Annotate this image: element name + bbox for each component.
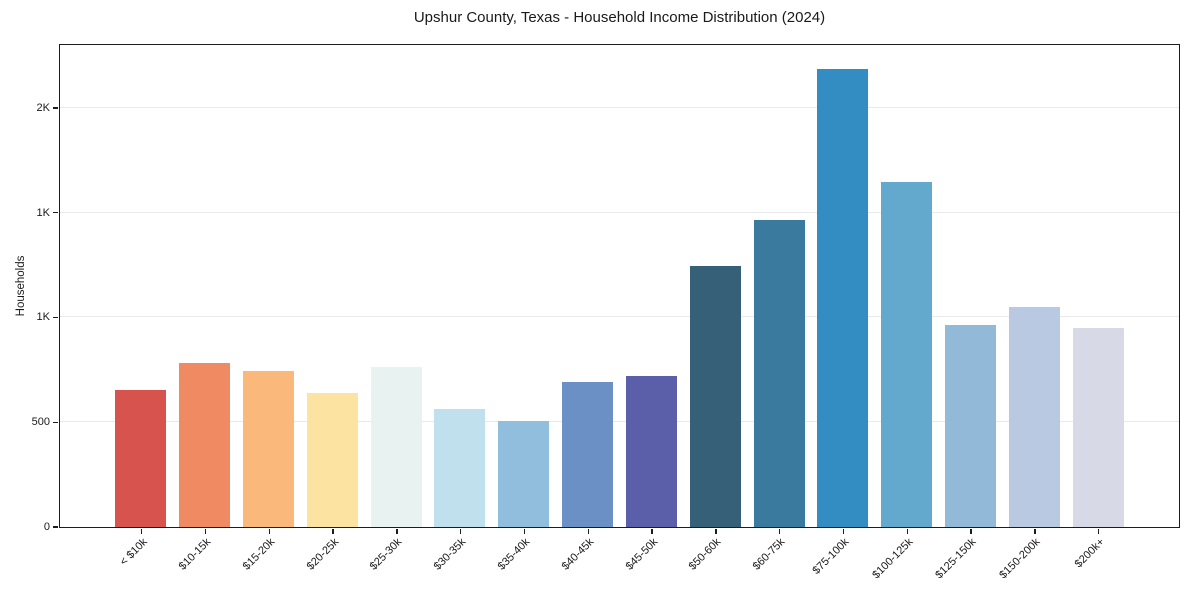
x-tick-mark bbox=[396, 529, 398, 534]
bar-$20-25k bbox=[306, 392, 358, 527]
y-axis-label: Households bbox=[15, 255, 27, 317]
y-tick-label: 500 bbox=[31, 416, 50, 429]
x-tick-mark bbox=[204, 529, 207, 534]
x-tick-label: $20-25k bbox=[304, 536, 341, 573]
x-tick-label: $200k+ bbox=[1072, 536, 1107, 571]
x-tick-label: $100-125k bbox=[869, 536, 916, 582]
x-tick-label: $125-150k bbox=[933, 536, 979, 582]
x-tick-mark bbox=[779, 529, 781, 534]
bar-$30-35k bbox=[434, 408, 486, 527]
x-tick-label: $15-20k bbox=[240, 536, 278, 573]
x-tick-mark bbox=[651, 529, 653, 534]
x-tick-mark bbox=[906, 529, 909, 534]
bar-slot: $125-150k bbox=[934, 45, 1003, 581]
bar-< $10k bbox=[115, 389, 167, 527]
bar-$125-150k bbox=[944, 324, 996, 527]
y-tick-mark bbox=[53, 107, 58, 109]
bar-$150-200k bbox=[1008, 306, 1060, 527]
bar-slot: $10-15k bbox=[173, 45, 237, 573]
x-tick-label: $45-50k bbox=[623, 536, 660, 573]
gridline bbox=[60, 316, 1179, 318]
gridline bbox=[60, 211, 1179, 213]
y-tick-label: 1K bbox=[36, 206, 50, 219]
gridline bbox=[60, 421, 1179, 423]
bar-slot: $200k+ bbox=[1066, 45, 1130, 570]
bars-row: < $10k $10-15k $15-20k $20-25k $25-30k $30-35… bbox=[109, 45, 1130, 581]
x-tick-label: $10-15k bbox=[176, 536, 214, 573]
x-tick-mark bbox=[587, 529, 589, 534]
y-tick-label: 2K bbox=[36, 101, 50, 114]
bar-slot: $15-20k bbox=[237, 45, 301, 573]
x-tick-label: $75-100k bbox=[810, 536, 852, 577]
plot-area: 0 500 1K 1K 2K < $10k $10-15k $15-20k $20-25k $2… bbox=[32, 44, 1180, 581]
x-tick-mark bbox=[842, 529, 845, 534]
bar-slot: $45-50k bbox=[620, 45, 684, 573]
bar-slot: $50-60k bbox=[683, 45, 747, 573]
x-tick-mark bbox=[523, 529, 526, 534]
x-tick-label: $60-75k bbox=[750, 536, 788, 573]
y-tick-label: 1K bbox=[36, 311, 50, 324]
y-tick-mark bbox=[53, 421, 58, 423]
bar-slot: $75-100k bbox=[810, 45, 875, 577]
bar-$35-40k bbox=[498, 421, 550, 527]
bar-slot: $150-200k bbox=[998, 45, 1066, 581]
y-tick-label: 0 bbox=[43, 521, 50, 533]
bar-$100-125k bbox=[881, 182, 933, 527]
y-tick-mark bbox=[53, 526, 58, 528]
bar-slot: < $10k bbox=[109, 45, 173, 568]
bar-slot: $40-45k bbox=[556, 45, 620, 573]
bar-slot: $60-75k bbox=[747, 45, 811, 573]
y-tick-mark bbox=[53, 316, 58, 319]
bar-slot: $20-25k bbox=[300, 45, 364, 573]
x-tick-mark bbox=[1098, 529, 1100, 534]
x-tick-label: $40-45k bbox=[559, 536, 597, 573]
bar-slot: $30-35k bbox=[428, 45, 492, 573]
x-tick-label: $30-35k bbox=[431, 536, 469, 573]
x-tick-mark bbox=[140, 529, 143, 534]
bar-$75-100k bbox=[817, 69, 869, 527]
bar-slot: $35-40k bbox=[492, 45, 556, 573]
x-tick-mark bbox=[332, 529, 334, 534]
x-tick-mark bbox=[970, 529, 972, 534]
x-tick-label: $150-200k bbox=[997, 536, 1043, 582]
bar-slot: $100-125k bbox=[870, 45, 939, 581]
bar-$10-15k bbox=[179, 362, 231, 527]
x-tick-label: $25-30k bbox=[368, 536, 405, 573]
x-tick-mark bbox=[268, 529, 270, 534]
bar-$15-20k bbox=[243, 370, 295, 527]
bar-$40-45k bbox=[562, 382, 614, 527]
bar-$50-60k bbox=[689, 266, 741, 527]
x-tick-label: $50-60k bbox=[687, 536, 724, 573]
bar-$60-75k bbox=[753, 220, 805, 527]
bar-$200k+ bbox=[1072, 327, 1124, 527]
bar-$25-30k bbox=[370, 366, 422, 527]
bar-slot: $25-30k bbox=[364, 45, 428, 573]
x-tick-mark bbox=[715, 529, 717, 534]
x-tick-mark bbox=[1034, 529, 1036, 534]
x-tick-label: $35-40k bbox=[495, 536, 533, 573]
x-tick-mark bbox=[459, 529, 462, 534]
chart-title: Upshur County, Texas - Household Income … bbox=[413, 9, 826, 26]
y-tick-mark bbox=[53, 211, 58, 214]
bar-$45-50k bbox=[625, 376, 677, 527]
gridline bbox=[60, 106, 1179, 108]
x-tick-label: < $10k bbox=[117, 536, 150, 569]
